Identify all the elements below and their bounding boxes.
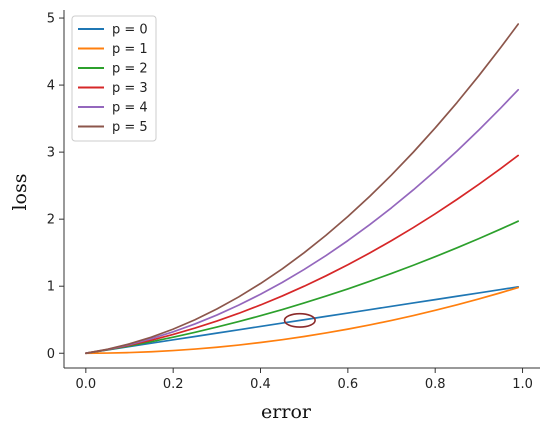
series-line-p0: [84, 286, 520, 355]
legend-box: [71, 15, 157, 142]
y-tick-label: 4: [47, 79, 55, 94]
series-line-p5: [84, 23, 520, 355]
highlight-ellipse: [283, 312, 316, 328]
legend-label: p = 5: [112, 120, 148, 135]
legend-label: p = 0: [112, 23, 148, 38]
x-tick-label: 0.8: [425, 377, 446, 392]
legend-label: p = 3: [112, 81, 148, 96]
x-tick-label: 1.0: [512, 377, 533, 392]
legend: p = 0 p = 1 p = 2 p = 3 p = 4 p = 5: [71, 15, 157, 142]
series-line-p4: [84, 88, 520, 355]
annotation-layer: [283, 312, 316, 328]
legend-label: p = 1: [112, 42, 148, 57]
x-tick-label: 0.4: [250, 377, 271, 392]
y-tick-label: 5: [47, 12, 55, 27]
x-axis-title: error: [261, 401, 312, 423]
y-tick-label: 3: [47, 146, 55, 161]
y-axis-title: loss: [9, 173, 31, 210]
series-line-p1: [84, 286, 520, 355]
axes: 0.0 0.2 0.4 0.6 0.8 1.0 0 1 2 3 4 5: [47, 10, 540, 392]
x-tick-label: 0.0: [75, 377, 96, 392]
legend-label: p = 2: [112, 62, 148, 77]
y-tick-label: 0: [47, 347, 55, 362]
y-tick-label: 1: [47, 280, 55, 295]
y-tick-label: 2: [47, 213, 55, 228]
legend-label: p = 4: [112, 101, 148, 116]
series-line-p2: [84, 220, 520, 355]
series-layer: [84, 23, 520, 355]
x-tick-label: 0.6: [338, 377, 359, 392]
x-tick-label: 0.2: [163, 377, 184, 392]
series-line-p3: [84, 154, 520, 355]
